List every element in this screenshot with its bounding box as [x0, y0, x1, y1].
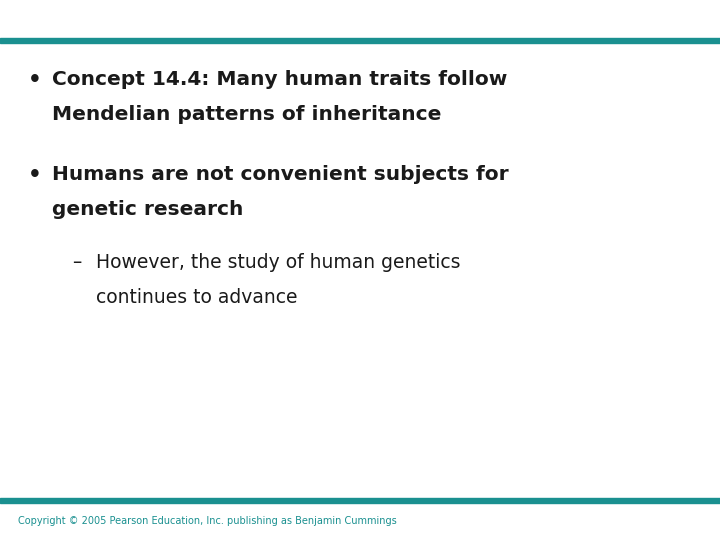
Bar [0, 498, 720, 503]
Text: Copyright © 2005 Pearson Education, Inc. publishing as Benjamin Cummings: Copyright © 2005 Pearson Education, Inc.… [18, 516, 397, 526]
Text: Concept 14.4: Many human traits follow: Concept 14.4: Many human traits follow [52, 70, 508, 89]
Text: continues to advance: continues to advance [96, 288, 297, 307]
Text: –: – [72, 253, 81, 272]
Text: Mendelian patterns of inheritance: Mendelian patterns of inheritance [52, 105, 441, 124]
Bar [0, 38, 720, 43]
Text: Humans are not convenient subjects for: Humans are not convenient subjects for [52, 165, 508, 184]
Text: genetic research: genetic research [52, 200, 243, 219]
Text: •: • [28, 70, 42, 90]
Text: •: • [28, 165, 42, 185]
Text: However, the study of human genetics: However, the study of human genetics [96, 253, 461, 272]
